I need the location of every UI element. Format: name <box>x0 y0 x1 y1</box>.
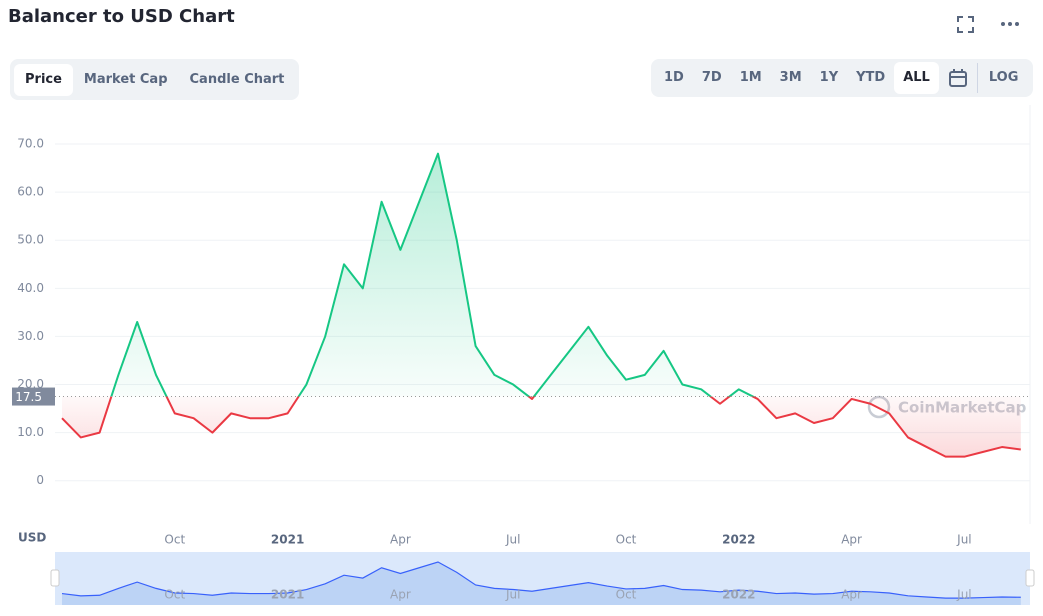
x-tick-label: Jul <box>505 533 520 547</box>
y-tick-label: 10.0 <box>17 425 44 439</box>
calendar-button[interactable] <box>939 63 978 93</box>
tab-button[interactable]: Candle Chart <box>189 71 285 87</box>
x-tick-label: Apr <box>841 533 862 547</box>
y-tick-label: 40.0 <box>17 281 44 295</box>
y-tick-label: 20.0 <box>17 377 44 391</box>
y-tick-label: 50.0 <box>17 233 44 247</box>
x-tick-label: Oct <box>616 533 637 547</box>
range-button[interactable]: 3M <box>779 70 802 85</box>
navigator-x-label: Jul <box>505 588 520 602</box>
fullscreen-icon[interactable] <box>957 16 974 33</box>
calendar-icon <box>948 69 967 87</box>
baseline-label-bg <box>12 387 55 406</box>
price-line <box>61 152 1021 458</box>
area <box>62 153 1021 457</box>
navigator-x-label: Oct <box>164 588 185 602</box>
x-tick-label: Jul <box>956 533 971 547</box>
y-axis-label: USD <box>18 531 46 545</box>
navigator-x-label: Apr <box>841 588 862 602</box>
log-button[interactable]: LOG <box>988 70 1019 85</box>
more-icon[interactable] <box>1001 22 1019 26</box>
x-tick-label: 2022 <box>722 533 755 547</box>
navigator-line <box>61 561 1021 599</box>
navigator-area <box>62 562 1021 605</box>
range-group: 1D 7D 1M 3M 1Y YTD ALL LOG <box>651 59 1034 97</box>
tab-button[interactable]: Price <box>14 63 73 96</box>
baseline-label: 17.5 <box>15 390 42 404</box>
navigator-x-label: Jul <box>956 588 971 602</box>
range-button[interactable]: 1M <box>739 70 762 85</box>
navigator-x-label: 2022 <box>722 588 755 602</box>
range-button[interactable]: ALL <box>894 62 939 94</box>
x-tick-label: Oct <box>164 533 185 547</box>
range-button[interactable]: 1D <box>664 70 684 85</box>
range-button[interactable]: 1Y <box>819 70 839 85</box>
navigator-x-label: 2021 <box>271 588 304 602</box>
navigator-x-label: Apr <box>390 588 411 602</box>
y-tick-label: 70.0 <box>17 137 44 151</box>
y-tick-label: 60.0 <box>17 185 44 199</box>
navigator-handle[interactable] <box>50 569 60 587</box>
range-button[interactable]: 7D <box>701 70 722 85</box>
tab-button[interactable]: Market Cap <box>83 71 168 87</box>
y-tick-label: 30.0 <box>17 329 44 343</box>
tab-group: Price Market Cap Candle Chart <box>10 59 300 100</box>
range-button[interactable]: YTD <box>856 70 886 85</box>
y-tick-label: 0 <box>36 473 44 487</box>
x-tick-label: 2021 <box>271 533 304 547</box>
chart-title: Balancer to USD Chart <box>8 6 235 27</box>
navigator-x-label: Oct <box>616 588 637 602</box>
x-tick-label: Apr <box>390 533 411 547</box>
navigator-handle[interactable] <box>1025 569 1035 587</box>
